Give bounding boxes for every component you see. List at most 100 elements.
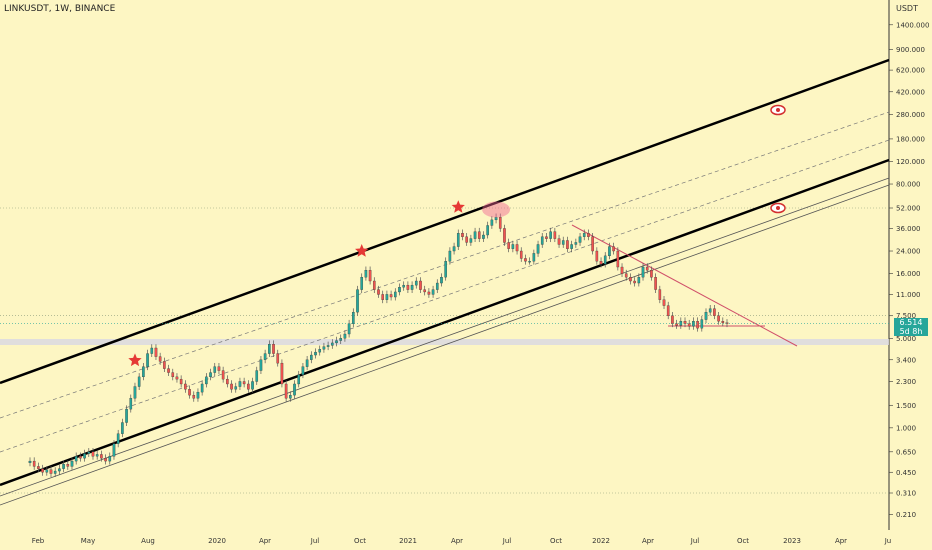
candle-bear[interactable]: [427, 291, 431, 295]
candle-bull[interactable]: [549, 231, 552, 239]
candle-bear[interactable]: [163, 361, 166, 369]
candle-bear[interactable]: [507, 242, 510, 249]
candle-bull[interactable]: [385, 294, 389, 300]
candle-bear[interactable]: [230, 383, 233, 390]
candle-bear[interactable]: [276, 353, 280, 364]
candle-bear[interactable]: [545, 236, 548, 239]
candle-bull[interactable]: [137, 376, 141, 387]
candle-bear[interactable]: [272, 344, 275, 354]
candle-bear[interactable]: [217, 366, 221, 371]
candle-bull[interactable]: [45, 469, 49, 473]
candle-bear[interactable]: [696, 321, 699, 329]
candle-bear[interactable]: [154, 347, 158, 357]
candle-bull[interactable]: [83, 453, 86, 459]
candle-bear[interactable]: [242, 381, 246, 385]
candle-bull[interactable]: [561, 240, 565, 245]
candle-bull[interactable]: [310, 354, 313, 360]
candle-bear[interactable]: [616, 250, 620, 268]
candle-bull[interactable]: [314, 351, 317, 356]
candle-bull[interactable]: [322, 346, 326, 350]
candle-bear[interactable]: [687, 323, 691, 327]
candle-bull[interactable]: [125, 408, 128, 423]
candle-bull[interactable]: [196, 391, 200, 399]
candle-bull[interactable]: [393, 291, 397, 298]
candle-bull[interactable]: [129, 398, 133, 410]
candle-bull[interactable]: [473, 231, 477, 239]
candle-bear[interactable]: [100, 454, 103, 459]
candle-bull[interactable]: [532, 253, 536, 262]
candle-bear[interactable]: [666, 305, 670, 316]
candle-bear[interactable]: [368, 270, 372, 282]
candle-bull[interactable]: [205, 376, 208, 385]
candle-bull[interactable]: [356, 289, 359, 313]
candle-bear[interactable]: [587, 233, 590, 237]
candle-bull[interactable]: [494, 217, 498, 221]
candle-bull[interactable]: [255, 370, 259, 382]
candle-bear[interactable]: [247, 383, 250, 390]
candle-bull[interactable]: [95, 454, 99, 457]
candle-bull[interactable]: [435, 282, 439, 290]
candle-bear[interactable]: [645, 266, 649, 271]
candle-bear[interactable]: [515, 244, 519, 252]
candle-bull[interactable]: [200, 383, 204, 393]
candle-bear[interactable]: [717, 315, 720, 322]
candle-bull[interactable]: [582, 233, 586, 237]
candle-bull[interactable]: [402, 284, 405, 288]
candle-bear[interactable]: [184, 383, 187, 390]
candle-bull[interactable]: [74, 456, 78, 462]
candle-bull[interactable]: [234, 386, 238, 390]
candle-bear[interactable]: [591, 236, 594, 252]
candle-bull[interactable]: [352, 311, 355, 324]
candle-bear[interactable]: [221, 370, 225, 380]
candle-bull[interactable]: [347, 323, 351, 335]
candle-bull[interactable]: [28, 460, 32, 463]
candle-bear[interactable]: [629, 277, 632, 282]
candle-bull[interactable]: [570, 244, 573, 249]
candle-bull[interactable]: [305, 359, 309, 367]
candle-bull[interactable]: [637, 277, 641, 284]
candle-bull[interactable]: [121, 422, 124, 434]
candle-bull[interactable]: [603, 255, 607, 265]
candle-bull[interactable]: [431, 289, 435, 295]
candle-bull[interactable]: [444, 261, 447, 278]
candle-bear[interactable]: [284, 383, 288, 399]
candle-bear[interactable]: [658, 289, 662, 300]
candle-bull[interactable]: [528, 261, 531, 263]
candle-bull[interactable]: [574, 242, 578, 245]
candle-bear[interactable]: [566, 240, 569, 249]
candle-bear[interactable]: [662, 299, 666, 306]
candle-bear[interactable]: [171, 372, 175, 378]
candle-bull[interactable]: [112, 443, 116, 457]
candle-bear[interactable]: [620, 266, 624, 274]
candle-bull[interactable]: [490, 219, 494, 226]
candle-bull[interactable]: [251, 381, 254, 390]
candle-bear[interactable]: [519, 250, 523, 259]
candle-bear[interactable]: [524, 258, 527, 262]
candle-bear[interactable]: [419, 280, 422, 290]
candle-bull[interactable]: [360, 277, 364, 290]
candle-bear[interactable]: [721, 321, 725, 323]
candle-bear[interactable]: [553, 231, 557, 239]
candle-bear[interactable]: [280, 362, 284, 385]
candle-bull[interactable]: [536, 244, 540, 254]
candle-bull[interactable]: [339, 338, 343, 341]
candle-bull[interactable]: [87, 451, 91, 454]
candle-bear[interactable]: [465, 236, 468, 243]
candle-bull[interactable]: [146, 353, 149, 367]
candle-bull[interactable]: [540, 236, 544, 245]
candle-bull[interactable]: [53, 470, 57, 474]
candle-bull[interactable]: [704, 311, 708, 320]
candle-bull[interactable]: [440, 277, 443, 284]
candle-bear[interactable]: [167, 368, 170, 373]
candle-bull[interactable]: [343, 333, 347, 339]
candle-bear[interactable]: [37, 466, 40, 469]
candle-bull[interactable]: [398, 287, 401, 293]
candle-bull[interactable]: [58, 468, 61, 472]
candle-bull[interactable]: [70, 460, 74, 467]
candle-bull[interactable]: [410, 284, 414, 290]
candle-bull[interactable]: [133, 386, 137, 399]
candle-bear[interactable]: [66, 464, 70, 467]
candle-bull[interactable]: [142, 366, 145, 378]
candle-bear[interactable]: [49, 469, 53, 474]
